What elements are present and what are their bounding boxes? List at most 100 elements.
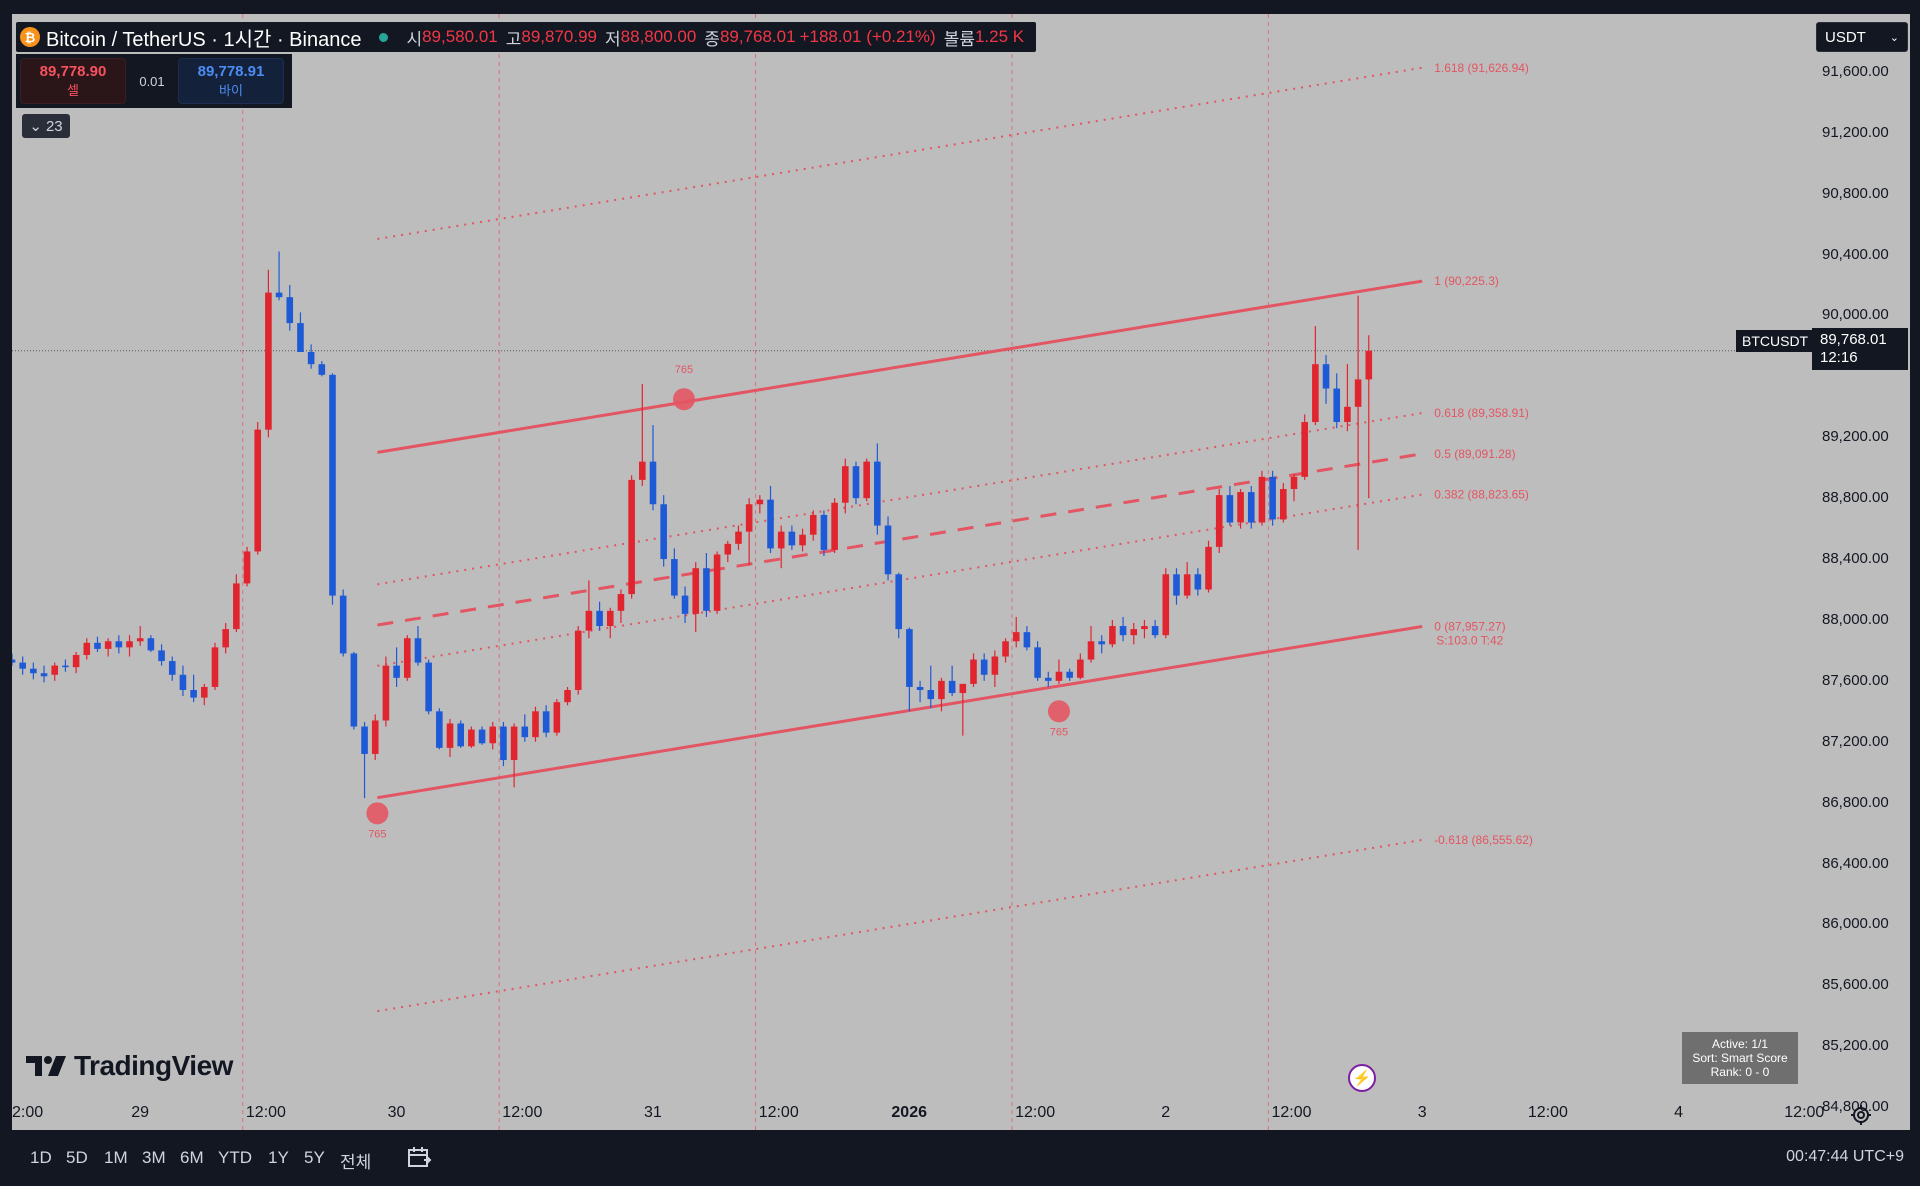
candle-body[interactable] [200,686,208,698]
candle-body[interactable] [1194,574,1202,590]
candle-body[interactable] [1162,574,1170,636]
range-button-1m[interactable]: 1M [104,1148,128,1167]
candle-body[interactable] [436,711,443,748]
candle-body[interactable] [617,594,625,611]
candle-body[interactable] [126,641,133,648]
candle-body[interactable] [371,720,379,754]
candle-body[interactable] [510,726,518,761]
pivot-marker[interactable] [672,388,695,411]
candle-body[interactable] [1141,626,1148,630]
candle-body[interactable] [970,659,977,684]
candle-body[interactable] [339,595,347,654]
candle-body[interactable] [874,461,881,526]
candle-body[interactable] [1365,350,1373,380]
candle-body[interactable] [40,673,48,677]
candle-body[interactable] [1312,364,1319,423]
candle-body[interactable] [62,665,69,668]
tradingview-logo[interactable]: TradingView [26,1050,233,1082]
candle-body[interactable] [660,504,667,560]
candle-body[interactable] [147,638,155,651]
candle-body[interactable] [948,680,956,694]
candle-body[interactable] [745,504,753,532]
candle-body[interactable] [649,461,657,505]
candle-body[interactable] [83,642,91,655]
candle-body[interactable] [671,559,678,596]
symbol-title[interactable]: Bitcoin / TetherUS · 1시간 · Binance [46,28,362,51]
currency-select[interactable]: USDT ⌄ [1816,22,1908,52]
candle-body[interactable] [286,297,294,324]
candle-body[interactable] [553,702,561,733]
candle-body[interactable] [1290,476,1298,490]
candle-body[interactable] [211,647,219,687]
candle-body[interactable] [19,662,26,669]
channel-level-line[interactable] [377,412,1423,586]
candle-body[interactable] [564,689,571,703]
candle-body[interactable] [1205,546,1212,590]
candle-body[interactable] [72,654,80,668]
lightning-icon[interactable]: ⚡ [1348,1064,1376,1092]
candle-body[interactable] [1301,422,1308,477]
candle-body[interactable] [233,583,240,630]
candle-body[interactable] [1034,647,1041,678]
candle-body[interactable] [596,610,603,627]
candle-body[interactable] [382,665,390,721]
candle-body[interactable] [735,531,742,544]
candle-body[interactable] [756,499,764,505]
candle-body[interactable] [1109,626,1116,645]
candle-body[interactable] [12,659,16,663]
candle-body[interactable] [179,674,187,690]
range-button-5y[interactable]: 5Y [304,1148,325,1167]
candle-body[interactable] [446,723,454,748]
range-button-5d[interactable]: 5D [66,1148,88,1167]
candle-body[interactable] [1151,626,1159,636]
candle-body[interactable] [457,723,464,747]
candle-body[interactable] [136,638,144,642]
candle-body[interactable] [1066,671,1073,678]
candle-body[interactable] [831,502,838,550]
candle-body[interactable] [500,726,507,761]
indicator-toggle-button[interactable]: ⌄ 23 [22,114,70,138]
buy-button[interactable]: 89,778.91 바이 [178,58,284,104]
candle-body[interactable] [1098,641,1105,645]
candle-body[interactable] [681,595,689,614]
chart-area[interactable]: 1.618 (91,626.94) 1 (90,225.3) 0.618 (89,3… [12,14,1810,1130]
candle-body[interactable] [1173,574,1180,596]
candle-body[interactable] [927,689,935,700]
candle-body[interactable] [1354,379,1362,407]
candle-body[interactable] [1044,677,1052,681]
candle-body[interactable] [703,568,710,611]
candle-body[interactable] [1077,659,1084,678]
sell-button[interactable]: 89,778.90 셀 [20,58,126,104]
range-button-전체[interactable]: 전체 [340,1153,372,1172]
candle-body[interactable] [884,525,892,575]
candle-body[interactable] [799,534,806,546]
candle-body[interactable] [820,514,828,550]
candle-body[interactable] [393,665,400,678]
candle-body[interactable] [478,729,486,744]
channel-level-line[interactable] [377,452,1423,627]
candle-body[interactable] [991,656,999,675]
channel-level-line[interactable] [377,66,1423,240]
range-button-1y[interactable]: 1Y [268,1148,289,1167]
candle-body[interactable] [692,568,700,614]
price-axis[interactable]: 91,600.00 91,200.00 90,800.00 90,400.00 90,0… [1810,14,1910,1130]
candle-body[interactable] [777,531,785,549]
candle-body[interactable] [628,479,635,595]
candle-body[interactable] [1119,626,1127,636]
price-chart[interactable]: 1.618 (91,626.94) 1 (90,225.3) 0.618 (89,3… [12,14,1810,1130]
candle-body[interactable] [1012,632,1020,642]
candle-body[interactable] [1130,629,1138,636]
candle-body[interactable] [1002,641,1009,657]
candle-body[interactable] [713,554,721,611]
candle-body[interactable] [1258,476,1266,523]
candle-body[interactable] [895,574,903,630]
range-button-1d[interactable]: 1D [30,1148,52,1167]
candle-body[interactable] [852,466,860,499]
calendar-icon[interactable] [406,1144,432,1170]
candle-body[interactable] [1087,641,1095,660]
candle-body[interactable] [265,292,272,430]
candle-body[interactable] [104,641,112,649]
candle-body[interactable] [724,543,732,555]
candle-body[interactable] [959,683,967,694]
candle-body[interactable] [414,638,422,663]
